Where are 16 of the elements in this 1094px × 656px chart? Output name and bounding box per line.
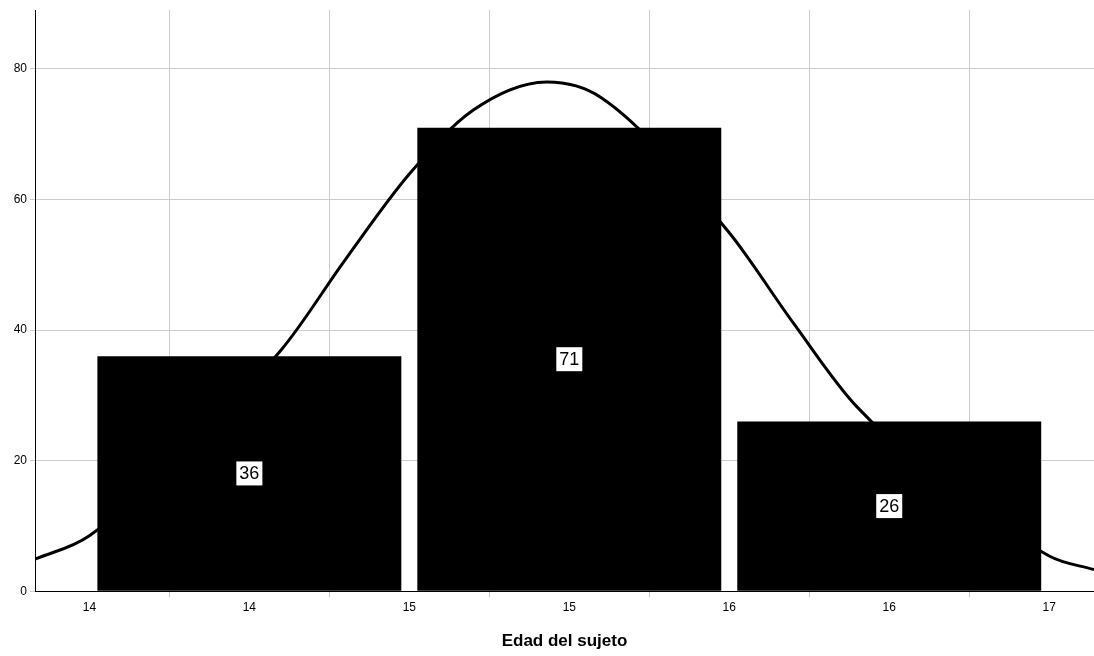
x-tick-label: 15 — [402, 599, 417, 614]
data-label: 26 — [879, 496, 900, 517]
x-tick-label: 16 — [722, 599, 737, 614]
x-tick-label: 14 — [82, 599, 97, 614]
data-label: 71 — [559, 349, 580, 370]
x-axis-title: Edad del sujeto — [501, 631, 628, 651]
data-label: 36 — [239, 463, 260, 484]
y-tick-label: 60 — [13, 191, 28, 206]
y-tick-label: 20 — [13, 452, 28, 467]
y-tick-label: 40 — [13, 322, 28, 337]
y-tick-label: 0 — [20, 583, 28, 598]
x-tick-label: 17 — [1042, 599, 1057, 614]
x-tick-label: 16 — [882, 599, 897, 614]
x-tick-label: 14 — [242, 599, 257, 614]
x-tick-label: 15 — [562, 599, 577, 614]
y-tick-label: 80 — [13, 61, 28, 76]
